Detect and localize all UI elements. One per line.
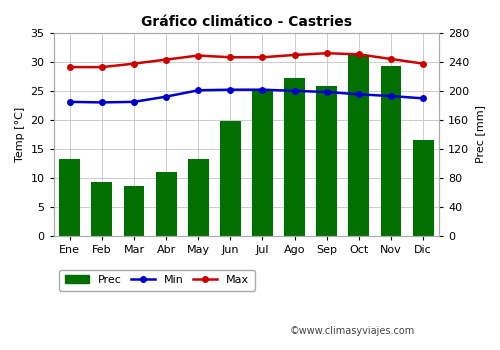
Bar: [92, 182, 112, 236]
Bar: [380, 65, 402, 236]
Bar: [316, 86, 337, 236]
Bar: [348, 55, 370, 236]
Bar: [188, 159, 208, 236]
Y-axis label: Prec [mm]: Prec [mm]: [475, 105, 485, 163]
Bar: [412, 140, 434, 236]
Bar: [124, 187, 144, 236]
Bar: [284, 78, 305, 236]
Bar: [252, 89, 273, 236]
Bar: [220, 121, 241, 236]
Y-axis label: Temp [°C]: Temp [°C]: [15, 107, 25, 162]
Bar: [156, 172, 176, 236]
Bar: [60, 159, 80, 236]
Legend: Prec, Min, Max: Prec, Min, Max: [60, 270, 255, 290]
Text: ©www.climasyviajes.com: ©www.climasyviajes.com: [290, 326, 415, 336]
Title: Gráfico climático - Castries: Gráfico climático - Castries: [141, 15, 352, 29]
